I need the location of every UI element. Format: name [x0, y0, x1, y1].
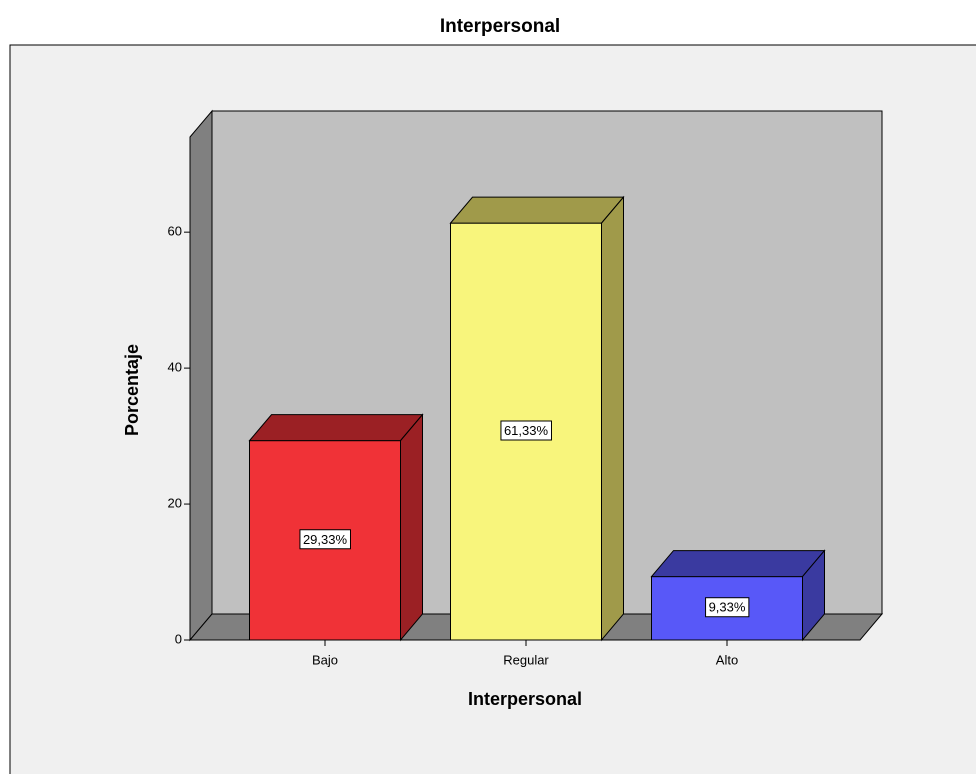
value-label-box — [299, 529, 351, 550]
x-tick-label: Alto — [716, 652, 738, 667]
y-tick-label: 40 — [168, 360, 182, 375]
x-tick-label: Bajo — [312, 652, 338, 667]
y-tick-label: 60 — [168, 224, 182, 239]
x-axis-title: Interpersonal — [468, 689, 582, 709]
x-tick-label: Regular — [503, 652, 549, 667]
bar-side — [802, 549, 825, 642]
value-label: 29,33% — [303, 532, 348, 547]
bar — [449, 195, 625, 642]
y-axis-title: Porcentaje — [122, 344, 142, 436]
bar — [248, 413, 424, 642]
value-label-box — [705, 597, 750, 618]
bar-top — [449, 196, 625, 224]
chart-title: Interpersonal — [440, 16, 560, 37]
bar-side — [400, 413, 423, 642]
side-wall — [189, 109, 213, 642]
y-tick-label: 20 — [168, 495, 182, 510]
y-tick-label: 0 — [175, 631, 182, 646]
bar-top — [248, 414, 424, 442]
value-label-box — [500, 420, 552, 441]
bar-side — [601, 195, 624, 642]
bar-top — [650, 550, 826, 578]
value-label: 9,33% — [709, 600, 746, 615]
value-label: 61,33% — [504, 423, 549, 438]
bar — [650, 549, 826, 642]
